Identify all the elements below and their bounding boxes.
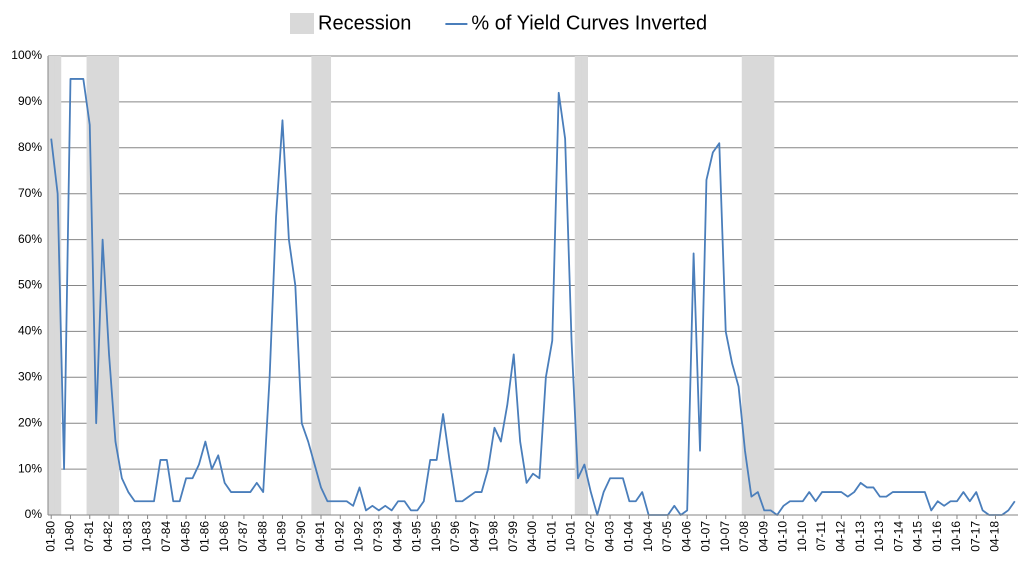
y-tick-label: 40% [18,324,42,338]
x-tick-label: 07-90 [294,521,308,552]
x-tick-label: 04-85 [178,521,192,552]
recession-bar [92,56,100,515]
x-tick-label: 10-89 [275,521,289,552]
recession-bar [767,56,775,515]
x-tick-label: 10-13 [872,521,886,552]
legend-label: % of Yield Curves Inverted [471,12,707,34]
x-tick-label: 04-82 [101,521,115,552]
x-tick-label: 10-92 [352,521,366,552]
x-tick-label: 10-01 [564,521,578,552]
x-tick-label: 01-04 [622,521,636,552]
x-tick-label: 10-95 [429,521,443,552]
recession-bar [48,56,55,515]
y-tick-label: 100% [11,48,42,62]
x-tick-label: 04-06 [679,521,693,552]
recession-bar [574,56,582,515]
x-tick-label: 01-83 [120,521,134,552]
recession-bar [86,56,94,515]
recession-bar [324,56,332,515]
y-tick-label: 70% [18,186,42,200]
x-tick-label: 04-94 [390,521,404,552]
x-tick-label: 04-97 [467,521,481,552]
recession-bar [748,56,756,515]
x-tick-label: 10-10 [795,521,809,552]
x-tick-label: 07-87 [236,521,250,552]
x-tick-label: 07-14 [891,521,905,552]
x-tick-label: 01-80 [43,521,57,552]
x-tick-label: 10-80 [63,521,77,552]
x-tick-label: 10-83 [140,521,154,552]
recession-bar [761,56,768,515]
y-tick-label: 10% [18,461,42,475]
x-tick-label: 04-88 [255,521,269,552]
x-tick-label: 01-01 [544,521,558,552]
y-tick-label: 80% [18,140,42,154]
x-tick-label: 10-86 [217,521,231,552]
x-tick-label: 07-17 [968,521,982,552]
y-tick-label: 0% [25,507,43,521]
recession-bar [112,56,120,515]
x-tick-label: 07-08 [737,521,751,552]
x-tick-label: 10-16 [949,521,963,552]
x-tick-label: 01-86 [198,521,212,552]
x-tick-label: 07-99 [506,521,520,552]
recession-bar [741,56,749,515]
x-tick-label: 01-92 [332,521,346,552]
x-tick-label: 07-84 [159,521,173,552]
x-tick-label: 01-16 [930,521,944,552]
x-tick-label: 01-13 [853,521,867,552]
recession-bar [105,56,113,515]
recession-bar [317,56,325,515]
recession-bar [581,56,589,515]
x-tick-label: 01-07 [699,521,713,552]
x-tick-label: 10-07 [718,521,732,552]
x-tick-label: 10-98 [487,521,501,552]
recession-bar [99,56,107,515]
data-line [50,78,1016,516]
recession-bar [754,56,762,515]
y-tick-label: 60% [18,232,42,246]
x-tick-label: 01-10 [776,521,790,552]
x-tick-label: 07-93 [371,521,385,552]
x-tick-label: 04-15 [911,521,925,552]
x-tick-label: 07-05 [660,521,674,552]
x-tick-label: 07-02 [583,521,597,552]
legend-label: Recession [318,12,411,34]
y-tick-label: 50% [18,278,42,292]
legend-swatch [290,13,314,34]
x-tick-label: 07-96 [448,521,462,552]
x-tick-label: 04-18 [988,521,1002,552]
x-tick-label: 07-81 [82,521,96,552]
x-tick-label: 04-12 [834,521,848,552]
x-tick-label: 04-91 [313,521,327,552]
y-tick-label: 30% [18,369,42,383]
x-tick-label: 04-00 [525,521,539,552]
x-tick-label: 01-95 [410,521,424,552]
y-tick-label: 90% [18,94,42,108]
recession-bar [54,56,62,515]
recession-bar [311,56,319,515]
y-tick-label: 20% [18,415,42,429]
x-tick-label: 04-03 [602,521,616,552]
x-tick-label: 07-11 [814,521,828,551]
x-tick-label: 10-04 [641,521,655,552]
x-tick-label: 04-09 [756,521,770,552]
